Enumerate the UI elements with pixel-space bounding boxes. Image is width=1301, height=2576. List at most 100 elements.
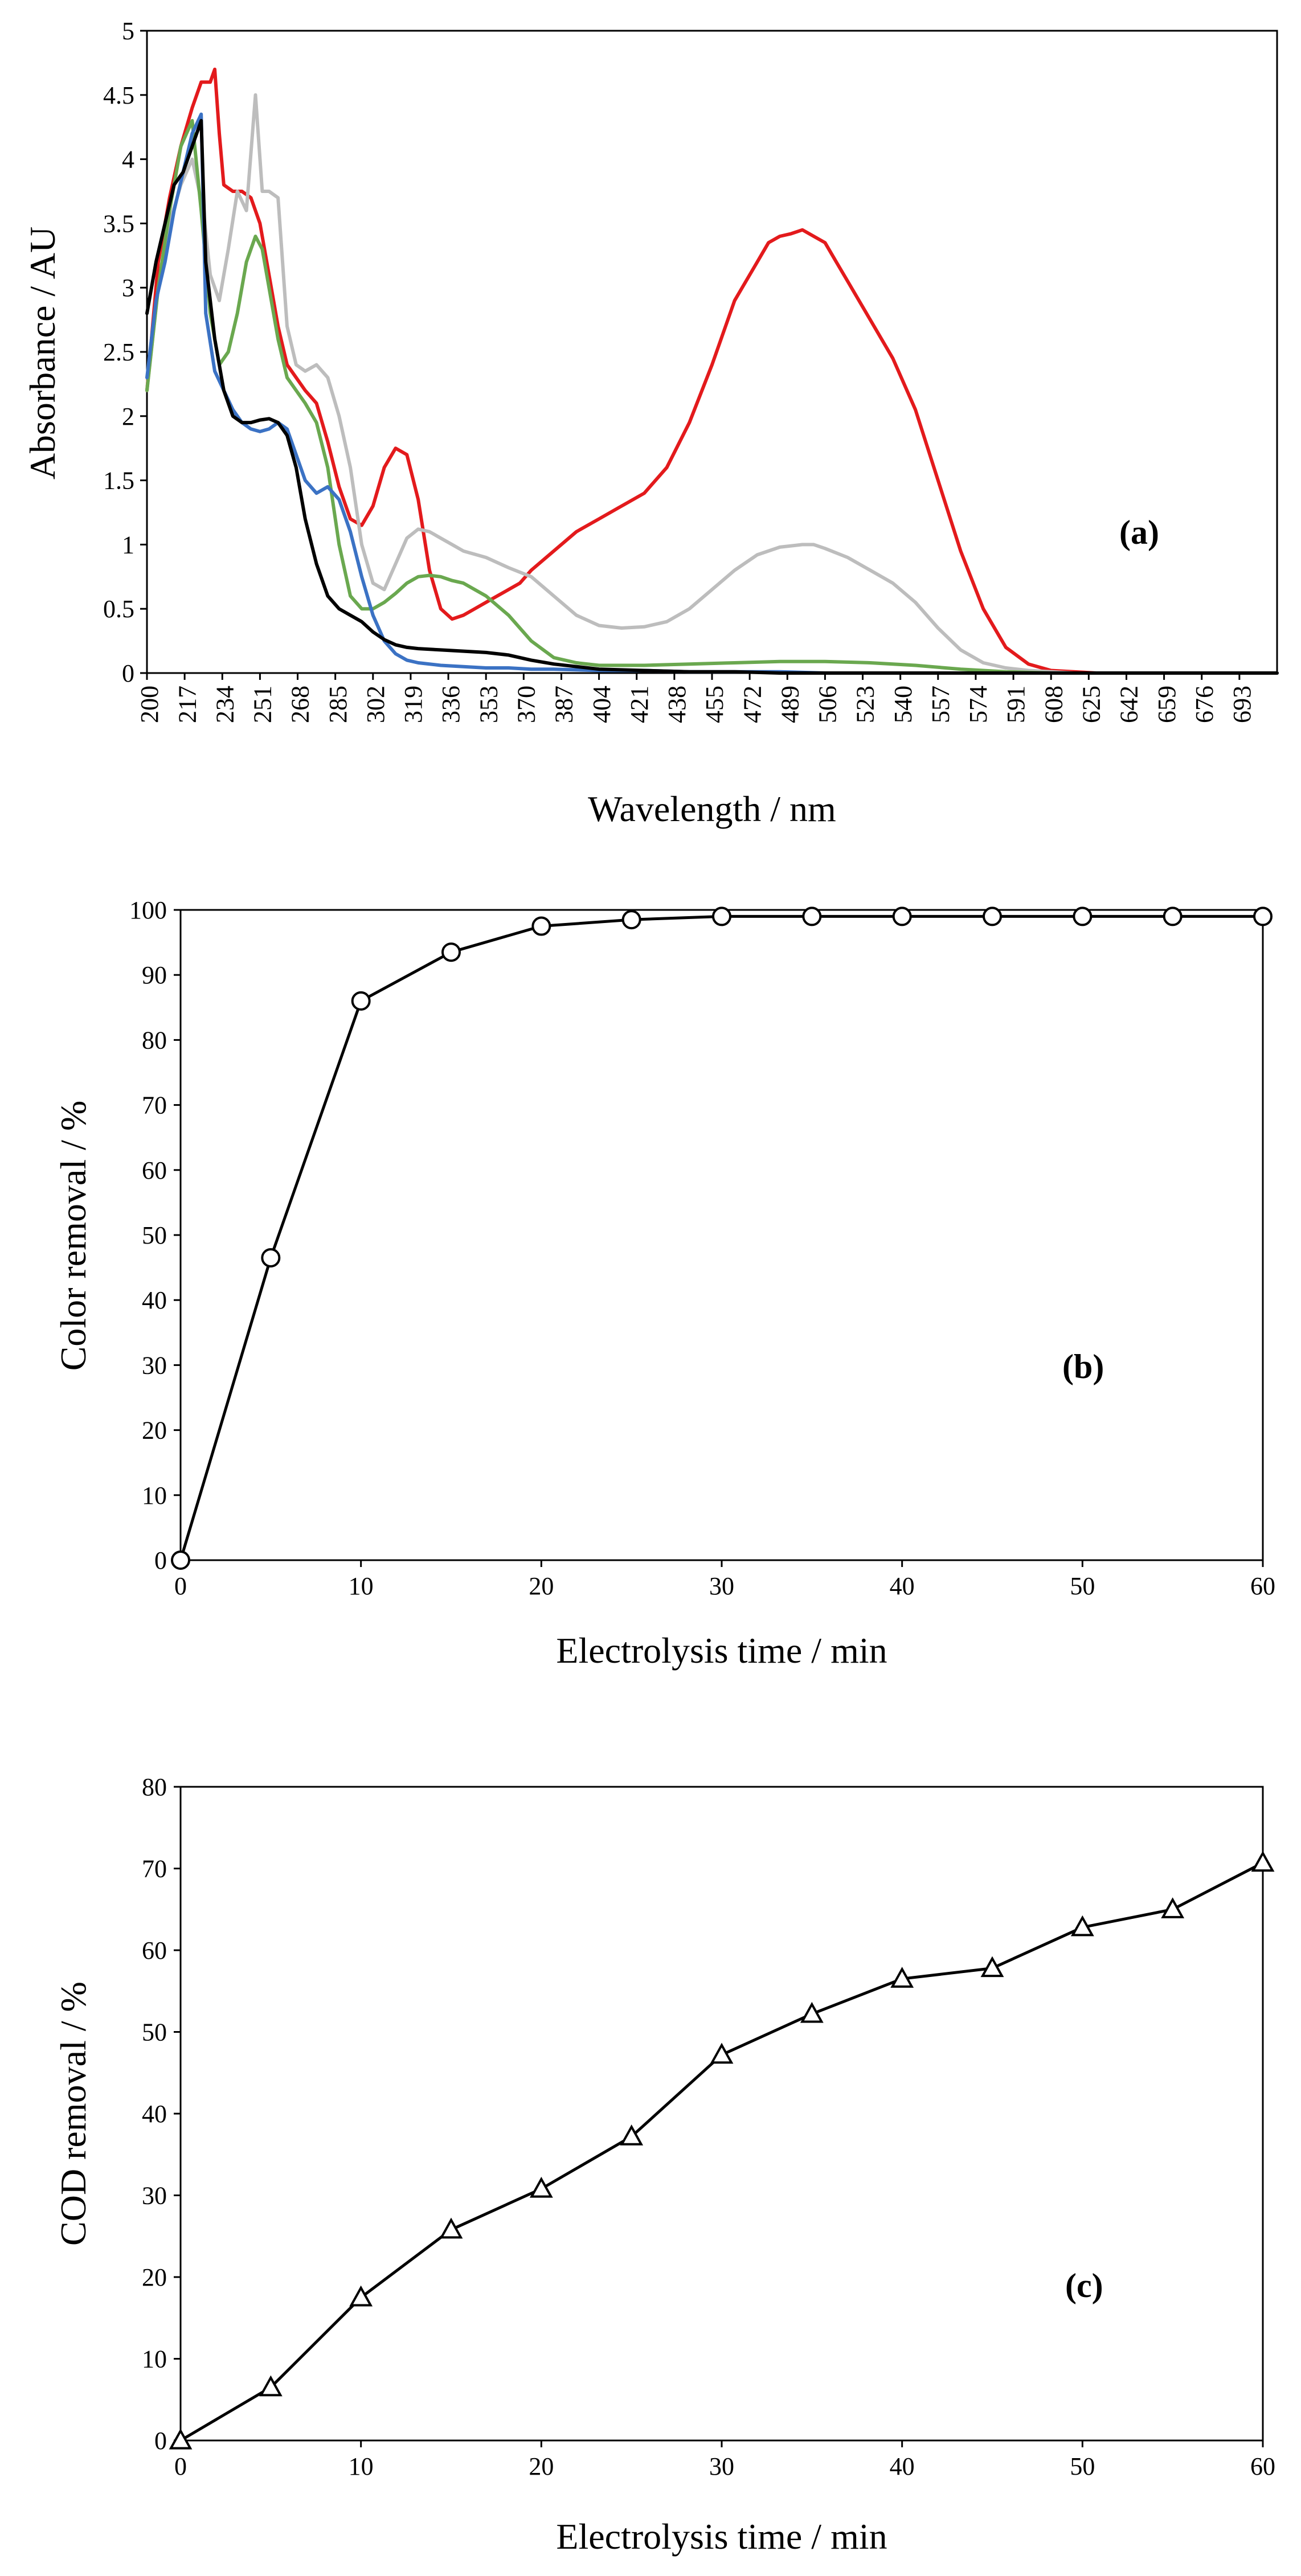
panel-c-x-tick-label: 60 (1250, 2452, 1275, 2480)
panel-c-data-point (890, 1967, 914, 1988)
panel-a-series-line-1 (145, 67, 1279, 675)
panel-a-x-tick-label: 353 (474, 686, 502, 723)
panel-a-x-tick-label: 591 (1002, 686, 1030, 723)
panel-a-y-tick-label: 0.5 (103, 595, 134, 623)
panel-a-x-tick-label: 455 (701, 686, 729, 723)
panel-b-y-tick-label: 50 (142, 1221, 167, 1249)
panel-c-series (169, 1851, 1275, 2450)
panel-b-data-point (802, 906, 822, 926)
panel-a-x-tick-label: 693 (1228, 686, 1256, 723)
panel-b-y-tick-label: 60 (142, 1156, 167, 1184)
panel-b-data-point (441, 942, 461, 962)
panel-a-y-tick-label: 1.5 (103, 467, 134, 495)
panel-a-y-tick-label: 4.5 (103, 81, 134, 109)
panel-a-y-tick-label: 2 (122, 403, 134, 430)
panel-a-ticks: 0 0.5 1 1.5 2 2.5 3 3.5 4 4.5 5 200 217 234 251 268 285 3… (103, 17, 1256, 723)
panel-c-label: (c) (1065, 2267, 1103, 2304)
panel-a-series (145, 67, 1279, 675)
panel-c-x-axis-title: Electrolysis time / min (556, 2516, 887, 2557)
panel-a-x-tick-label: 285 (324, 686, 352, 723)
panel-a-x-tick-label: 489 (776, 686, 804, 723)
panel-a-x-tick-label: 557 (927, 686, 955, 723)
panel-b-y-tick-label: 70 (142, 1092, 167, 1119)
panel-b-y-tick-label: 40 (142, 1286, 167, 1314)
panel-b-x-tick-label: 10 (349, 1572, 374, 1600)
panel-c-x-tick-label: 10 (349, 2452, 374, 2480)
panel-a-x-tick-label: 676 (1190, 686, 1218, 723)
panel-c-data-point (529, 2176, 553, 2198)
panel-c-y-tick-label: 80 (142, 1773, 167, 1801)
panel-c-data-point (259, 2375, 283, 2397)
panel-a-plot-frame (146, 30, 1278, 674)
panel-c-data-point (800, 2001, 824, 2023)
panel-c-y-tick-label: 50 (142, 2019, 167, 2046)
panel-b-color-removal: 0 10 20 30 40 50 60 70 80 90 100 0 10 20 30 40 50 60 Elec… (53, 896, 1275, 1671)
panel-c-y-tick-label: 0 (154, 2427, 167, 2455)
panel-a-x-tick-label: 438 (663, 686, 691, 723)
panel-c-x-tick-label: 30 (709, 2452, 734, 2480)
panel-c-cod-removal: 0 10 20 30 40 50 60 70 80 0 10 20 30 40 50 60 Electroly… (53, 1773, 1275, 2557)
panel-c-series-line (179, 1861, 1264, 2442)
panel-b-data-point (621, 910, 641, 930)
panel-b-y-tick-label: 0 (154, 1547, 167, 1574)
panel-b-y-tick-label: 100 (129, 896, 167, 924)
panel-b-x-axis-title: Electrolysis time / min (556, 1630, 887, 1671)
panel-a-y-tick-label: 5 (122, 17, 134, 45)
panel-a-series-line-3 (145, 118, 1279, 675)
panel-a-x-tick-label: 200 (136, 686, 163, 723)
panel-c-data-point (349, 2285, 373, 2307)
panel-b-data-point (892, 906, 912, 926)
panel-a-series-line-5 (145, 118, 1279, 675)
panel-a-x-tick-label: 404 (588, 686, 616, 723)
panel-a-x-tick-label: 302 (362, 686, 390, 723)
panel-b-data-point (1073, 906, 1093, 926)
panel-a-series-line-2 (145, 93, 1279, 675)
panel-c-data-point (980, 1956, 1004, 1978)
panel-a-y-tick-label: 2.5 (103, 338, 134, 366)
panel-c-y-tick-label: 60 (142, 1937, 167, 1964)
panel-b-data-point (351, 991, 371, 1011)
panel-a-x-tick-label: 268 (287, 686, 314, 723)
panel-b-plot-frame (179, 909, 1264, 1561)
panel-c-data-point (1251, 1851, 1275, 1872)
panel-a-x-tick-label: 642 (1115, 686, 1143, 723)
panel-c-y-axis-title: COD removal / % (53, 1982, 93, 2246)
panel-a-x-tick-label: 659 (1153, 686, 1181, 723)
panel-a-label: (a) (1119, 514, 1159, 551)
panel-a-x-tick-label: 387 (550, 686, 578, 723)
panel-a-x-tick-label: 472 (738, 686, 766, 723)
panel-c-x-tick-label: 0 (174, 2452, 187, 2480)
panel-b-x-tick-label: 40 (890, 1572, 915, 1600)
panel-c-ticks: 0 10 20 30 40 50 60 70 80 0 10 20 30 40 50 60 (142, 1773, 1275, 2480)
panel-b-data-point (531, 916, 551, 936)
panel-b-x-tick-label: 20 (529, 1572, 554, 1600)
panel-b-series (171, 906, 1273, 1570)
panel-b-data-point (171, 1550, 190, 1570)
panel-a-x-tick-label: 336 (437, 686, 465, 723)
panel-b-x-tick-label: 60 (1250, 1572, 1275, 1600)
panel-c-plot-frame (179, 1786, 1264, 2442)
panel-b-y-tick-label: 10 (142, 1482, 167, 1509)
panel-b-y-tick-label: 30 (142, 1351, 167, 1379)
panel-a-x-tick-label: 251 (249, 686, 277, 723)
panel-a-y-tick-label: 1 (122, 531, 134, 559)
panel-a-x-tick-label: 540 (889, 686, 917, 723)
panel-a-y-tick-label: 4 (122, 146, 134, 174)
panel-c-data-point (439, 2217, 463, 2239)
panel-a-x-tick-label: 421 (625, 686, 653, 723)
panel-c-y-tick-label: 20 (142, 2263, 167, 2291)
panel-c-data-point (1070, 1915, 1094, 1937)
panel-c-x-tick-label: 40 (890, 2452, 915, 2480)
panel-a-x-tick-label: 608 (1040, 686, 1067, 723)
panel-c-x-tick-label: 20 (529, 2452, 554, 2480)
panel-b-data-point (261, 1248, 281, 1268)
panel-a-x-tick-label: 217 (173, 686, 201, 723)
panel-b-data-point (712, 906, 731, 926)
panel-a-x-tick-label: 319 (399, 686, 427, 723)
panel-b-x-tick-label: 50 (1070, 1572, 1095, 1600)
panel-b-x-tick-label: 0 (174, 1572, 187, 1600)
panel-c-y-tick-label: 10 (142, 2345, 167, 2373)
panel-b-y-tick-label: 90 (142, 961, 167, 989)
panel-a-spectra: 0 0.5 1 1.5 2 2.5 3 3.5 4 4.5 5 200 217 234 251 268 285 3… (22, 17, 1279, 829)
panel-b-y-tick-label: 80 (142, 1026, 167, 1054)
